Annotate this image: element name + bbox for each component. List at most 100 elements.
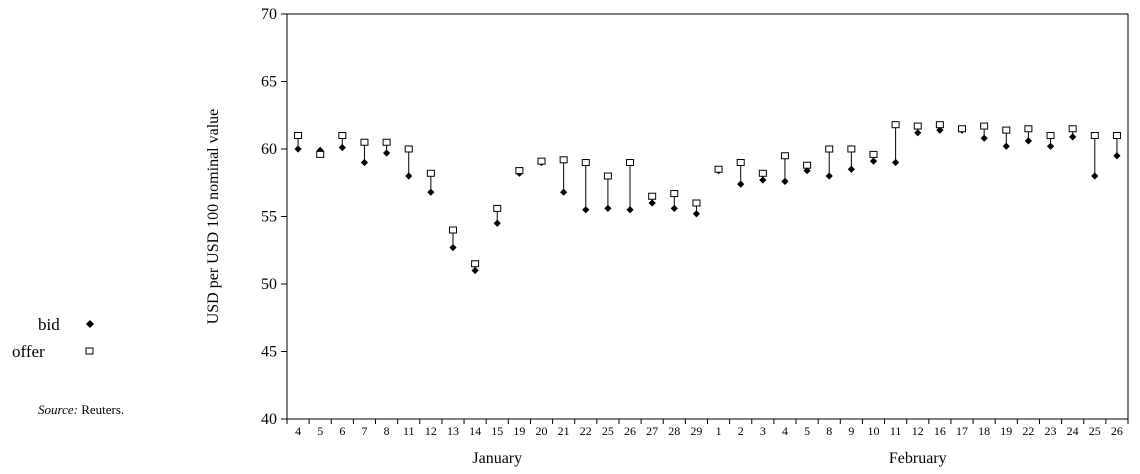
offer-point: [980, 122, 989, 130]
x-tick-label: 2: [738, 424, 744, 438]
offer-point: [1112, 132, 1121, 139]
y-axis: 40 45 50 55 60 65 70: [261, 6, 287, 428]
offer-point: [780, 152, 789, 160]
offer-series: [294, 121, 1121, 268]
bid-point: [670, 204, 678, 212]
x-tick-label: 26: [624, 424, 636, 438]
month-labels: January February: [472, 450, 946, 467]
legend-offer-label: offer: [12, 342, 45, 361]
x-tick-label: 5: [804, 424, 810, 438]
offer-point: [537, 157, 546, 165]
bid-point: [1002, 142, 1010, 150]
x-tick-label: 27: [646, 424, 658, 438]
legend-bid-marker: [86, 320, 94, 328]
offer-point: [1046, 132, 1055, 139]
x-tick-label: 17: [956, 424, 968, 438]
x-tick-label: 13: [447, 424, 459, 438]
offer-point: [404, 145, 413, 153]
offer-point: [891, 121, 900, 129]
bid-point: [360, 158, 369, 167]
y-tick-label: 60: [261, 141, 277, 158]
bid-point: [825, 172, 833, 180]
offer-point: [958, 125, 967, 133]
offer-point: [913, 122, 922, 130]
offer-point: [758, 169, 767, 177]
x-tick-label: 14: [469, 424, 481, 438]
x-tick-label: 28: [668, 424, 680, 438]
bid-point: [449, 243, 457, 252]
x-tick-label: 23: [1045, 424, 1057, 438]
bid-point: [1024, 137, 1033, 145]
x-tick-label: 18: [978, 424, 990, 438]
x-tick-label: 22: [1022, 424, 1034, 438]
bid-point: [471, 266, 479, 275]
bid-point: [980, 134, 988, 142]
bid-point: [427, 188, 435, 196]
bid-point: [338, 144, 346, 152]
bid-point: [626, 206, 634, 214]
x-tick-label: 8: [826, 424, 832, 438]
offer-point: [515, 167, 524, 175]
offer-point: [316, 150, 325, 158]
offer-point: [825, 145, 834, 153]
legend-offer-marker: [85, 347, 94, 355]
offer-point: [1002, 126, 1011, 134]
bid-point: [737, 180, 745, 188]
offer-point: [448, 226, 457, 234]
x-tick-label: 19: [513, 424, 525, 438]
bid-point: [892, 158, 900, 167]
x-axis: 4 5 6 7 8 11 12 13 14 15 19 20 21 22 25 26 27 28 29 1 2 3 4 5 8 9…: [286, 419, 1129, 438]
bid-point: [803, 167, 811, 175]
x-tick-label: 16: [934, 424, 946, 438]
source-prefix: Source:: [38, 402, 78, 417]
x-tick-label: 19: [1000, 424, 1012, 438]
x-tick-label: 1: [716, 424, 722, 438]
offer-point: [1068, 125, 1077, 133]
source-text: Reuters.: [78, 402, 124, 417]
offer-point: [670, 190, 679, 198]
month-label: February: [889, 450, 947, 467]
bid-point: [781, 177, 789, 185]
bid-point: [759, 176, 767, 184]
offer-point: [471, 260, 480, 268]
x-tick-label: 20: [536, 424, 548, 438]
offer-point: [714, 165, 723, 173]
spread-lines: [297, 124, 1118, 271]
x-tick-label: 4: [782, 424, 788, 438]
bid-point: [405, 172, 413, 180]
x-tick-label: 15: [491, 424, 503, 438]
x-tick-label: 12: [912, 424, 924, 438]
offer-point: [736, 159, 745, 166]
offer-point: [360, 138, 369, 146]
bid-point: [692, 210, 701, 218]
offer-point: [426, 169, 435, 177]
offer-point: [581, 159, 590, 166]
offer-point: [692, 199, 701, 207]
bid-point: [493, 219, 501, 227]
bid-point: [1046, 142, 1055, 150]
x-tick-label: 25: [1089, 424, 1101, 438]
bid-point: [582, 206, 590, 214]
bid-point: [294, 145, 302, 153]
bid-point: [560, 188, 568, 196]
offer-point: [847, 145, 856, 153]
x-tick-label: 12: [425, 424, 437, 438]
x-tick-label: 3: [760, 424, 766, 438]
offer-point: [294, 132, 303, 139]
bid-point: [1069, 133, 1077, 141]
x-tick-label: 8: [384, 424, 390, 438]
x-tick-label: 6: [339, 424, 345, 438]
y-tick-label: 45: [261, 344, 277, 361]
x-tick-label: 29: [690, 424, 702, 438]
bid-point: [869, 157, 878, 165]
bid-point: [936, 126, 944, 134]
offer-point: [603, 172, 612, 180]
offer-point: [626, 159, 635, 166]
x-tick-label: 11: [890, 424, 902, 438]
plot-frame: [286, 13, 1129, 420]
legend-bid-label: bid: [38, 315, 60, 334]
y-tick-label: 70: [261, 6, 277, 23]
source-note: Source: Reuters.: [38, 402, 124, 417]
